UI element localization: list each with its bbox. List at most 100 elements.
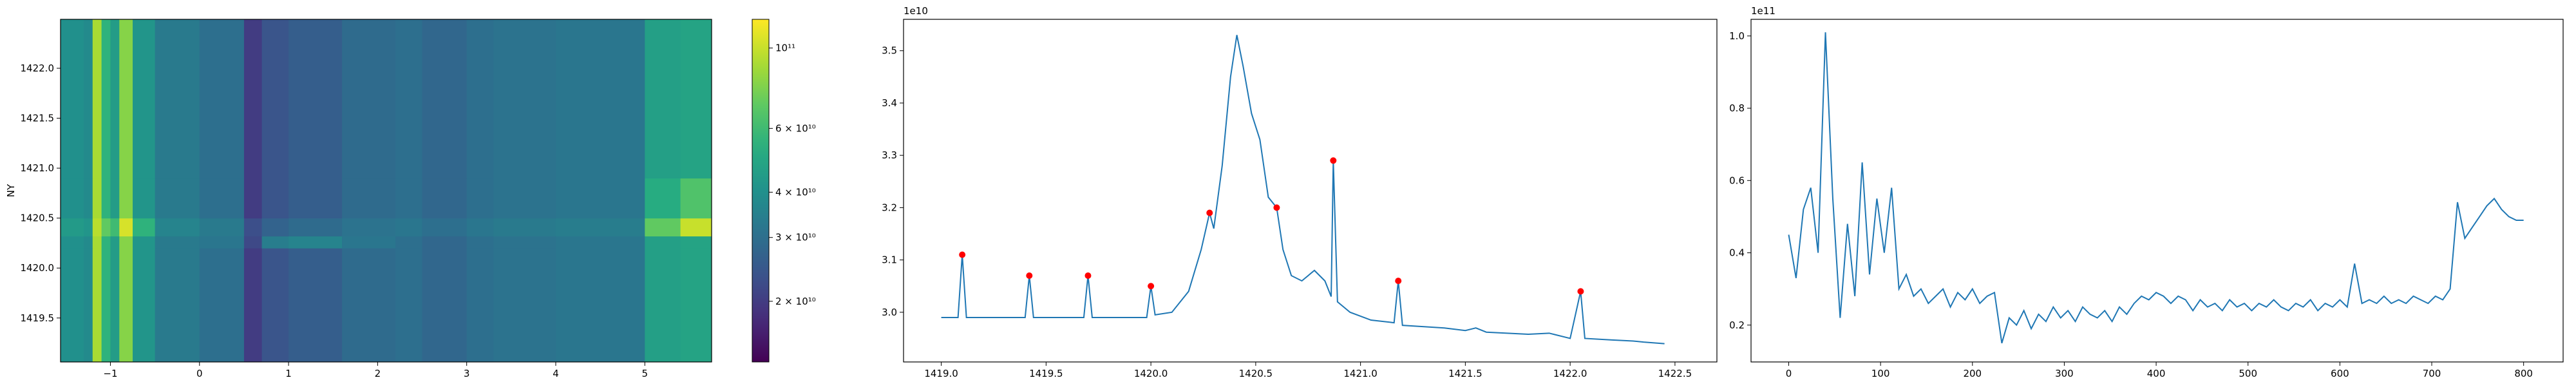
heatmap-cell xyxy=(155,178,200,219)
peak-marker xyxy=(1026,272,1033,279)
heatmap-cell xyxy=(92,218,102,237)
heatmap-cell xyxy=(133,218,156,237)
heatmap-cell xyxy=(395,178,423,219)
y-tick-label: 0.6 xyxy=(1729,175,1745,186)
heatmap-cell xyxy=(342,236,396,249)
heatmap-cell xyxy=(83,218,93,237)
heatmap-cell xyxy=(261,218,289,237)
heatmap-cell xyxy=(243,19,263,179)
heatmap-cell xyxy=(199,178,245,219)
axes-frame xyxy=(1750,19,2564,363)
y-tick-label: 3.0 xyxy=(882,307,897,318)
heatmap-cell xyxy=(395,218,423,237)
colorbar-tick-label: 2 × 10¹⁰ xyxy=(775,296,816,307)
heatmap-cell xyxy=(422,236,468,249)
x-tick-label: 0 xyxy=(1786,368,1792,379)
y-tick-label: 1422.0 xyxy=(21,62,55,74)
colorbar-tick-label: 10¹¹ xyxy=(775,43,795,54)
heatmap-cell xyxy=(110,248,120,363)
heatmap-cell xyxy=(555,178,645,219)
peak-marker xyxy=(1273,204,1280,211)
x-tick-label: 1422.5 xyxy=(1658,368,1692,379)
heatmap-cell xyxy=(101,236,111,249)
y-tick-label: 3.5 xyxy=(882,45,897,57)
heatmap-cell xyxy=(155,248,200,363)
y-tick-label: 0.2 xyxy=(1729,319,1745,331)
heatmap-cell xyxy=(119,236,133,249)
peak-marker xyxy=(1084,272,1092,279)
heatmap-cell xyxy=(110,236,120,249)
heatmap-cell xyxy=(289,218,343,237)
heatmap-cell xyxy=(119,19,133,179)
heatmap-cell xyxy=(289,236,343,249)
heatmap-cell xyxy=(243,218,263,237)
heatmap-cell xyxy=(395,248,423,363)
heatmap-cell xyxy=(342,218,396,237)
data-line xyxy=(1788,32,2524,344)
heatmap-cell xyxy=(243,178,263,219)
heatmap-cell xyxy=(83,178,93,219)
offset-text: 1e11 xyxy=(1751,5,1776,17)
data-line xyxy=(941,35,1665,345)
heatmap-cell xyxy=(555,19,645,179)
x-tick-label: 800 xyxy=(2514,368,2533,379)
x-tick-label: 0 xyxy=(196,368,203,379)
heatmap-cell xyxy=(110,178,120,219)
heatmap-cell xyxy=(422,19,468,179)
heatmap-cell xyxy=(61,218,84,237)
x-tick-label: 400 xyxy=(2147,368,2166,379)
peak-marker xyxy=(1206,209,1213,216)
y-tick-label: 3.4 xyxy=(882,97,897,109)
heatmap-cell xyxy=(61,248,84,363)
heatmap-cell xyxy=(110,19,120,179)
heatmap-cell xyxy=(101,178,111,219)
heatmap-cell xyxy=(261,19,289,179)
peak-marker xyxy=(1148,283,1155,290)
heatmap-cell xyxy=(101,248,111,363)
heatmap-cell xyxy=(680,248,712,363)
heatmap-cell xyxy=(466,248,494,363)
heatmap-cell xyxy=(133,178,156,219)
heatmap-cell xyxy=(199,236,245,249)
heatmap-cell xyxy=(555,218,645,237)
colorbar-tick-label: 6 × 10¹⁰ xyxy=(775,122,816,134)
y-tick-label: 3.2 xyxy=(882,202,897,213)
heatmap-cell xyxy=(493,218,556,237)
heatmap-cell xyxy=(92,178,102,219)
heatmap-cell xyxy=(119,248,133,363)
heatmap-cell xyxy=(119,178,133,219)
heatmap-cell xyxy=(261,236,289,249)
heatmap-cell xyxy=(61,178,84,219)
y-tick-label: 1420.0 xyxy=(21,262,55,274)
heatmap-cell xyxy=(289,178,343,219)
x-tick-label: 500 xyxy=(2239,368,2257,379)
heatmap-cell xyxy=(92,236,102,249)
heatmap-cell xyxy=(155,236,200,249)
x-tick-label: 1422.0 xyxy=(1553,368,1587,379)
heatmap-cell xyxy=(342,19,396,179)
x-tick-label: 1419.5 xyxy=(1029,368,1063,379)
offset-text: 1e10 xyxy=(904,5,928,17)
heatmap-cell xyxy=(645,248,681,363)
heatmap-cell xyxy=(493,248,556,363)
x-tick-label: −1 xyxy=(103,368,117,379)
y-tick-label: 1421.5 xyxy=(21,113,55,124)
y-tick-label: 3.3 xyxy=(882,149,897,161)
heatmap-cell xyxy=(645,218,681,237)
heatmap-cell xyxy=(422,248,468,363)
heatmap-cell xyxy=(555,248,645,363)
heatmap-cell xyxy=(466,178,494,219)
heatmap-cell xyxy=(92,19,102,179)
y-tick-label: 1.0 xyxy=(1729,30,1745,42)
heatmap-cell xyxy=(133,236,156,249)
heatmap-cell xyxy=(155,218,200,237)
heatmap-cell xyxy=(680,218,712,237)
y-tick-label: 3.1 xyxy=(882,254,897,266)
heatmap-cell xyxy=(680,178,712,219)
peak-marker xyxy=(1577,288,1584,295)
heatmap-cell xyxy=(133,248,156,363)
heatmap-cell xyxy=(289,19,343,179)
heatmap-cell xyxy=(243,236,263,249)
